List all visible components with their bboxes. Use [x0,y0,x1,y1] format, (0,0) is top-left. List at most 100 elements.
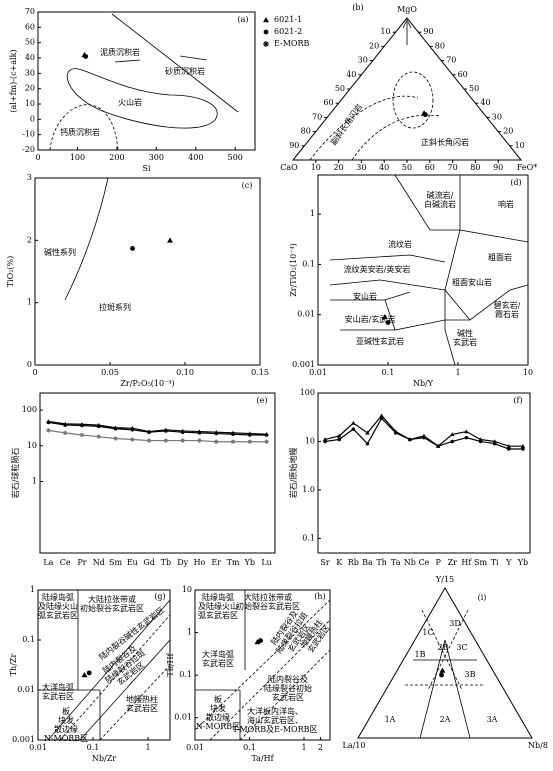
x-tick-label: Tb [161,558,171,567]
tick-label: 60 [323,98,333,107]
field-label: 碱性系列 [44,247,76,257]
data-point [422,435,426,440]
y-tick-label: 0.01 [174,713,192,722]
apex-label: Y/15 [435,575,454,584]
x-tick-label: Sm [109,558,122,567]
field-label: 玄武岩区 [126,703,158,713]
field-label: T-MORB及E-MORB区 [232,725,317,734]
x-tick-label: Dy [177,558,188,567]
data-point [113,426,118,431]
legend-label: E-MORB [274,39,309,48]
tick-label: 10 [311,163,321,172]
x-tick-label: 0.05 [101,368,119,377]
field-label: 及陆缘火山 [38,601,78,611]
field-label: 流纹岩 [388,239,412,249]
field-label: 陆内裂谷及 [268,674,308,684]
x-tick-label: Zr [448,558,458,567]
x-tick-label: 0.1 [382,368,395,377]
data-point [464,429,469,434]
field-label: 碧玄岩/ [494,300,521,310]
field-label: 1B [415,650,426,659]
y-tick-label: 1 [27,298,32,307]
tick-label: 50 [335,84,345,93]
tick-label: 20 [369,41,379,50]
y-tick-label: 20 [25,84,35,93]
tick-label: 90 [423,27,433,36]
data-point [180,438,185,443]
legend-marker [263,41,269,47]
field-label: 1A [385,715,396,724]
x-tick-label: Ce [60,558,71,567]
y-tick-label: 50 [25,38,35,47]
y-tick-label: 0.001 [292,360,315,369]
data-point [180,430,185,434]
tick-label: 80 [301,127,311,136]
y-tick-label: 0.01 [297,310,315,319]
tick-label: 10 [515,141,525,150]
data-point [337,433,342,438]
data-point [214,439,219,444]
data-point [379,416,384,421]
data-point [439,667,446,673]
x-tick-label: 200 [109,153,124,162]
data-point [478,439,483,444]
x-tick-label: Ho [194,558,206,567]
x-tick-label: 0.1 [243,743,256,752]
y-tick-label: 10 [182,585,192,594]
data-point [408,437,412,442]
panel-label: (a) [237,15,248,24]
field-label: 海山玄武岩区、 [247,715,303,725]
legend-label: 6021-1 [274,15,302,24]
x-tick-label: 100 [70,153,85,162]
apex-label: MgO [397,5,417,14]
field-label: 泥质沉积岩 [100,47,140,57]
field-label: 亚碱性玄武岩 [356,336,404,346]
field-label: 钙质沉积岩 [60,127,100,137]
tick-label: 70 [448,163,458,172]
field-label: 板 [214,694,222,704]
x-tick-label: Pr [77,558,86,567]
x-tick-label: Sr [320,558,329,567]
tick-label: 50 [402,163,412,172]
field-label: 弧玄武岩区 [38,610,78,620]
plot-frame [317,174,529,366]
x-tick-label: Eu [127,558,138,567]
data-point [381,314,388,320]
x-axis-label: Nb/Y [413,379,434,388]
x-tick-label: Tm [227,558,240,567]
field-label: 及陆缘火山 [198,601,238,611]
field-label: 3A [487,715,498,724]
data-point [385,320,391,325]
y-axis-label: Th/Zr [9,654,18,677]
apex-label: Nb/8 [528,741,548,750]
tick-label: 60 [425,163,435,172]
y-tick-label: 2 [27,235,32,244]
x-tick-label: 500 [228,153,243,162]
y-tick-label: 1 [187,628,192,637]
data-point [62,430,68,436]
data-point [80,423,84,428]
field-label: 3C [456,643,467,652]
data-point [79,432,85,438]
data-point [147,430,151,434]
data-point [113,436,118,441]
data-point [422,112,428,117]
data-point [167,237,173,243]
field-label: N-MORB区 [196,722,240,731]
boundary [111,13,239,113]
x-tick-label: 0 [35,153,40,162]
data-point [130,246,135,251]
x-axis-label: Ta/Hf [251,754,274,763]
data-point [264,433,269,437]
data-point [365,430,370,435]
data-point [96,424,101,429]
tick-label: 20 [334,163,344,172]
boundary [64,177,109,301]
field-label: 霞石岩 [495,309,519,319]
data-point [436,444,440,448]
field-label: 弧玄武岩区 [198,610,238,620]
x-tick-label: 0.1 [87,743,100,752]
data-point [231,432,235,437]
